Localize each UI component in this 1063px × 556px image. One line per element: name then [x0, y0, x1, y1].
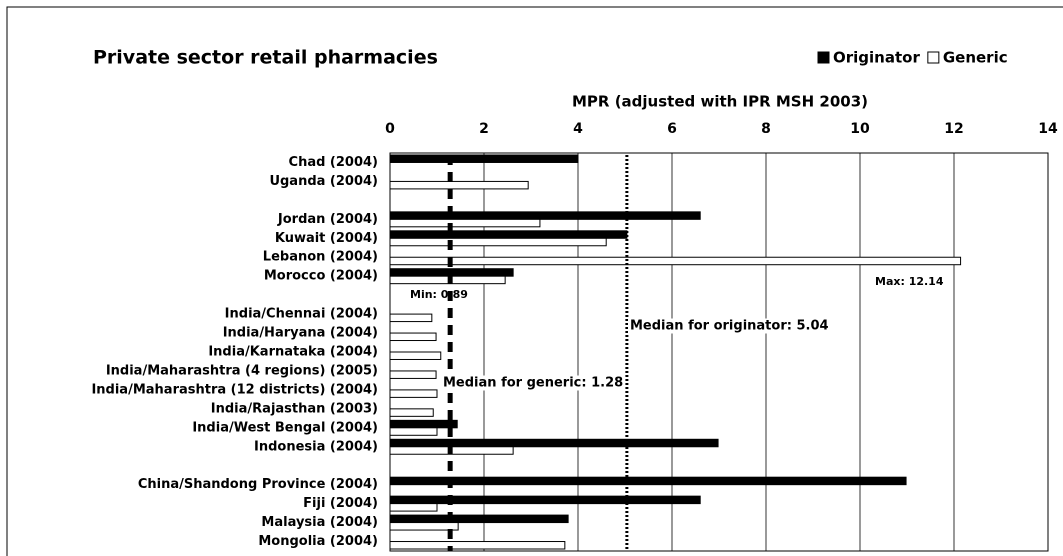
x-tick-label: 2 [479, 121, 489, 137]
bar [389, 495, 701, 505]
y-tick-label: Chad (2004) [289, 155, 378, 170]
bar [389, 408, 434, 417]
y-tick-label: Jordan (2004) [277, 212, 378, 227]
x-tick-label: 8 [761, 121, 771, 137]
x-tick-label: 6 [667, 121, 677, 137]
bar [389, 541, 566, 550]
chart-title: Private sector retail pharmacies [93, 47, 438, 69]
y-tick-label: India/West Bengal (2004) [192, 420, 378, 435]
bar [389, 313, 433, 323]
bar [389, 370, 437, 379]
bar [389, 154, 579, 163]
x-tick-label: 12 [944, 121, 963, 137]
y-tick-label: India/Karnataka (2004) [208, 345, 378, 360]
y-tick-label: Kuwait (2004) [275, 231, 378, 246]
y-tick-label: India/Haryana (2004) [223, 326, 378, 341]
y-tick-label: Fiji (2004) [303, 496, 378, 511]
legend-swatch [927, 51, 940, 64]
legend-label: Generic [943, 49, 1008, 67]
y-tick-label: Uganda (2004) [269, 174, 378, 189]
y-tick-label: Malaysia (2004) [261, 515, 378, 530]
y-tick-label: Mongolia (2004) [258, 534, 378, 549]
y-tick-label: Lebanon (2004) [263, 250, 378, 265]
bar [389, 351, 442, 360]
bar [389, 389, 438, 398]
bar [389, 438, 719, 448]
label-bg [628, 318, 831, 334]
y-tick-label: Morocco (2004) [264, 269, 378, 284]
bar [389, 211, 701, 220]
bar [389, 503, 438, 512]
y-tick-label: China/Shandong Province (2004) [138, 477, 378, 492]
bar [389, 522, 459, 531]
y-tick-label: India/Rajasthan (2003) [211, 401, 378, 416]
annotation: Min: 0.89 [410, 288, 468, 301]
legend-swatch [817, 51, 830, 64]
x-tick-label: 10 [850, 121, 870, 137]
median-label: Median for originator: 5.04 [630, 319, 829, 334]
legend-label: Originator [833, 49, 920, 67]
bar [389, 275, 506, 285]
label-bg [441, 375, 626, 391]
y-tick-label: India/Maharashtra (4 regions) (2005) [106, 363, 378, 378]
bar [389, 514, 569, 524]
x-tick-label: 4 [573, 121, 583, 137]
bar [389, 230, 628, 239]
bar [389, 427, 438, 436]
y-tick-label: India/Chennai (2004) [225, 307, 378, 322]
x-axis-title: MPR (adjusted with IPR MSH 2003) [572, 93, 868, 111]
bar [389, 476, 907, 486]
bar [389, 332, 437, 342]
bar [389, 419, 458, 429]
median-label: Median for generic: 1.28 [443, 376, 623, 391]
bar [389, 256, 962, 266]
bar [389, 218, 541, 228]
bar [389, 237, 607, 247]
y-tick-label: Indonesia (2004) [254, 439, 378, 454]
y-tick-label: India/Maharashtra (12 districts) (2004) [91, 382, 378, 397]
bar [389, 180, 529, 190]
x-tick-label: 0 [385, 121, 395, 137]
annotation: Max: 12.14 [875, 275, 944, 288]
x-tick-label: 14 [1038, 121, 1058, 137]
